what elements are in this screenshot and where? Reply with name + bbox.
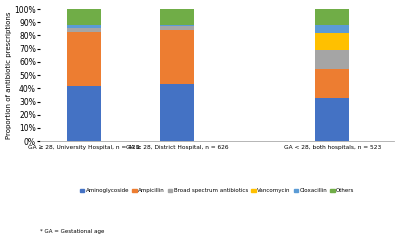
- Bar: [66, 28, 101, 32]
- Bar: [66, 86, 101, 141]
- Bar: [160, 30, 194, 84]
- Bar: [315, 9, 349, 25]
- Bar: [160, 26, 194, 30]
- Bar: [315, 68, 349, 98]
- Bar: [160, 25, 194, 26]
- Bar: [66, 32, 101, 86]
- Legend: Aminoglycoside, Ampicillin, Broad spectrum antibiotics, Vancomycin, Cloxacillin,: Aminoglycoside, Ampicillin, Broad spectr…: [78, 186, 357, 196]
- Bar: [160, 84, 194, 141]
- Bar: [315, 98, 349, 141]
- Bar: [315, 25, 349, 33]
- Bar: [315, 33, 349, 50]
- Y-axis label: Proportion of antibiotic prescriptions: Proportion of antibiotic prescriptions: [6, 11, 12, 139]
- Bar: [160, 9, 194, 25]
- Bar: [66, 25, 101, 28]
- Text: * GA = Gestational age: * GA = Gestational age: [40, 229, 104, 234]
- Bar: [315, 50, 349, 68]
- Bar: [66, 9, 101, 25]
